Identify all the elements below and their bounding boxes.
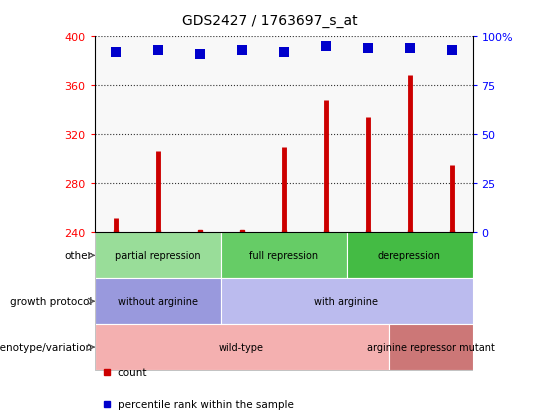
Text: wild-type: wild-type xyxy=(219,342,264,352)
Text: partial repression: partial repression xyxy=(114,251,200,261)
Text: derepression: derepression xyxy=(378,251,441,261)
Text: genotype/variation: genotype/variation xyxy=(0,342,92,352)
Text: other: other xyxy=(64,251,92,261)
Text: GDS2427 / 1763697_s_at: GDS2427 / 1763697_s_at xyxy=(182,14,358,28)
Text: percentile rank within the sample: percentile rank within the sample xyxy=(118,399,293,409)
Bar xyxy=(220,233,347,279)
Bar xyxy=(94,233,220,279)
Text: count: count xyxy=(118,367,147,377)
Text: with arginine: with arginine xyxy=(314,297,379,306)
Bar xyxy=(347,233,472,279)
Bar xyxy=(94,324,388,370)
Bar xyxy=(220,279,472,324)
Text: without arginine: without arginine xyxy=(118,297,198,306)
Bar xyxy=(94,279,220,324)
Bar xyxy=(94,233,472,370)
Bar xyxy=(388,324,472,370)
Text: arginine repressor mutant: arginine repressor mutant xyxy=(367,342,495,352)
Text: full repression: full repression xyxy=(249,251,318,261)
Text: growth protocol: growth protocol xyxy=(10,297,92,306)
